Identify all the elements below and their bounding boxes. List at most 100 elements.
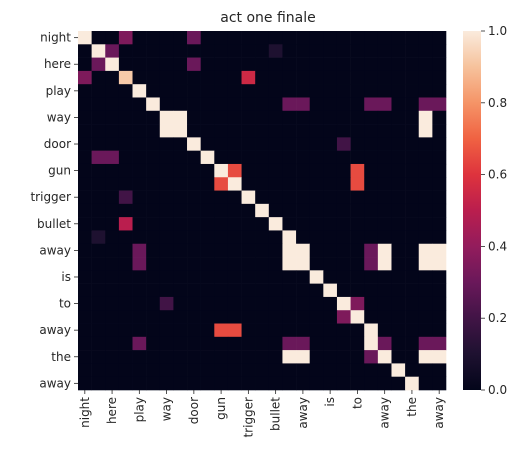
heatmap-cell xyxy=(187,190,201,205)
heatmap-cell xyxy=(296,190,310,205)
heatmap-cell xyxy=(391,110,406,125)
heatmap-cell xyxy=(78,44,92,58)
heatmap-cell xyxy=(78,230,92,245)
heatmap-cell xyxy=(200,190,215,205)
heatmap-cell xyxy=(118,243,133,258)
heatmap-cell xyxy=(214,190,229,205)
heatmap-cell xyxy=(418,177,433,191)
heatmap-cell xyxy=(432,350,447,364)
heatmap-cell xyxy=(377,323,392,338)
heatmap-cell xyxy=(91,376,106,391)
heatmap-cell xyxy=(323,310,338,324)
heatmap-cell xyxy=(200,310,215,324)
heatmap-cell xyxy=(105,376,120,391)
heatmap-cell xyxy=(227,163,242,178)
heatmap-cell xyxy=(91,323,106,338)
heatmap-cell xyxy=(296,44,310,58)
heatmap-cell xyxy=(159,97,174,112)
heatmap-cell xyxy=(132,110,147,125)
heatmap-cell xyxy=(364,336,379,351)
heatmap-cell xyxy=(214,257,229,271)
heatmap-cell xyxy=(336,44,351,58)
heatmap-cell xyxy=(173,296,188,311)
heatmap-cell xyxy=(200,296,215,311)
heatmap-cell xyxy=(118,150,133,165)
heatmap-cell xyxy=(282,203,297,218)
heatmap-cell xyxy=(105,97,120,112)
heatmap-cell xyxy=(268,84,283,98)
heatmap-cell xyxy=(78,336,92,351)
heatmap-cell xyxy=(282,376,297,391)
x-tick-label: play xyxy=(132,397,146,422)
heatmap-cell xyxy=(323,270,338,284)
heatmap-cell xyxy=(391,97,406,112)
heatmap-cell xyxy=(227,270,242,284)
heatmap-cell xyxy=(187,217,201,231)
heatmap-cell xyxy=(336,376,351,391)
heatmap-cell xyxy=(159,177,174,191)
heatmap-cell xyxy=(132,44,147,58)
heatmap-cell xyxy=(78,243,92,258)
heatmap-cell xyxy=(146,217,161,231)
heatmap-cell xyxy=(350,97,365,112)
heatmap-cell xyxy=(377,190,392,205)
heatmap-cell xyxy=(364,31,379,45)
heatmap-cell xyxy=(91,57,106,72)
heatmap-cell xyxy=(364,110,379,125)
heatmap-cell xyxy=(146,57,161,72)
heatmap-cell xyxy=(282,84,297,98)
colorbar-gradient xyxy=(463,31,481,390)
heatmap-cell xyxy=(200,336,215,351)
heatmap-cell xyxy=(241,84,256,98)
heatmap-cell xyxy=(118,296,133,311)
heatmap-cell xyxy=(336,70,351,85)
colorbar-tick-label: 1.0 xyxy=(488,24,507,38)
heatmap-cell xyxy=(377,310,392,324)
heatmap-cell xyxy=(309,217,324,231)
heatmap-cell xyxy=(377,283,392,298)
heatmap-cell xyxy=(173,31,188,45)
y-tick-label: night xyxy=(40,31,71,45)
heatmap-cell xyxy=(432,323,447,338)
heatmap-cell xyxy=(200,97,215,112)
heatmap-cell xyxy=(146,163,161,178)
heatmap-cell xyxy=(405,257,420,271)
heatmap-cell xyxy=(200,217,215,231)
heatmap-cell xyxy=(296,84,310,98)
heatmap-cell xyxy=(405,150,420,165)
heatmap-cell xyxy=(405,270,420,284)
heatmap-cell xyxy=(118,217,133,231)
heatmap-cell xyxy=(173,84,188,98)
heatmap-cell xyxy=(350,323,365,338)
heatmap-cell xyxy=(405,323,420,338)
heatmap-cell xyxy=(350,70,365,85)
heatmap-cell xyxy=(105,217,120,231)
heatmap-cell xyxy=(146,124,161,138)
heatmap-cell xyxy=(105,84,120,98)
heatmap-cell xyxy=(91,350,106,364)
heatmap-cell xyxy=(241,44,256,58)
heatmap-cell xyxy=(255,323,270,338)
heatmap-cell xyxy=(132,190,147,205)
heatmap-cell xyxy=(309,363,324,378)
heatmap-cell xyxy=(364,270,379,284)
heatmap-cell xyxy=(105,323,120,338)
heatmap-cell xyxy=(227,376,242,391)
heatmap-cell xyxy=(296,70,310,85)
heatmap-cell xyxy=(214,296,229,311)
heatmap-cell xyxy=(432,70,447,85)
heatmap-cell xyxy=(268,230,283,245)
heatmap-cell xyxy=(200,376,215,391)
heatmap-cell xyxy=(432,190,447,205)
heatmap-cell xyxy=(296,31,310,45)
heatmap-cell xyxy=(118,203,133,218)
heatmap-cell xyxy=(105,310,120,324)
heatmap-cell xyxy=(391,137,406,151)
heatmap-cell xyxy=(418,70,433,85)
heatmap-cell xyxy=(187,336,201,351)
heatmap-cell xyxy=(418,137,433,151)
heatmap-cell xyxy=(173,350,188,364)
heatmap-cell xyxy=(200,150,215,165)
heatmap-cell xyxy=(227,336,242,351)
heatmap-cell xyxy=(364,124,379,138)
